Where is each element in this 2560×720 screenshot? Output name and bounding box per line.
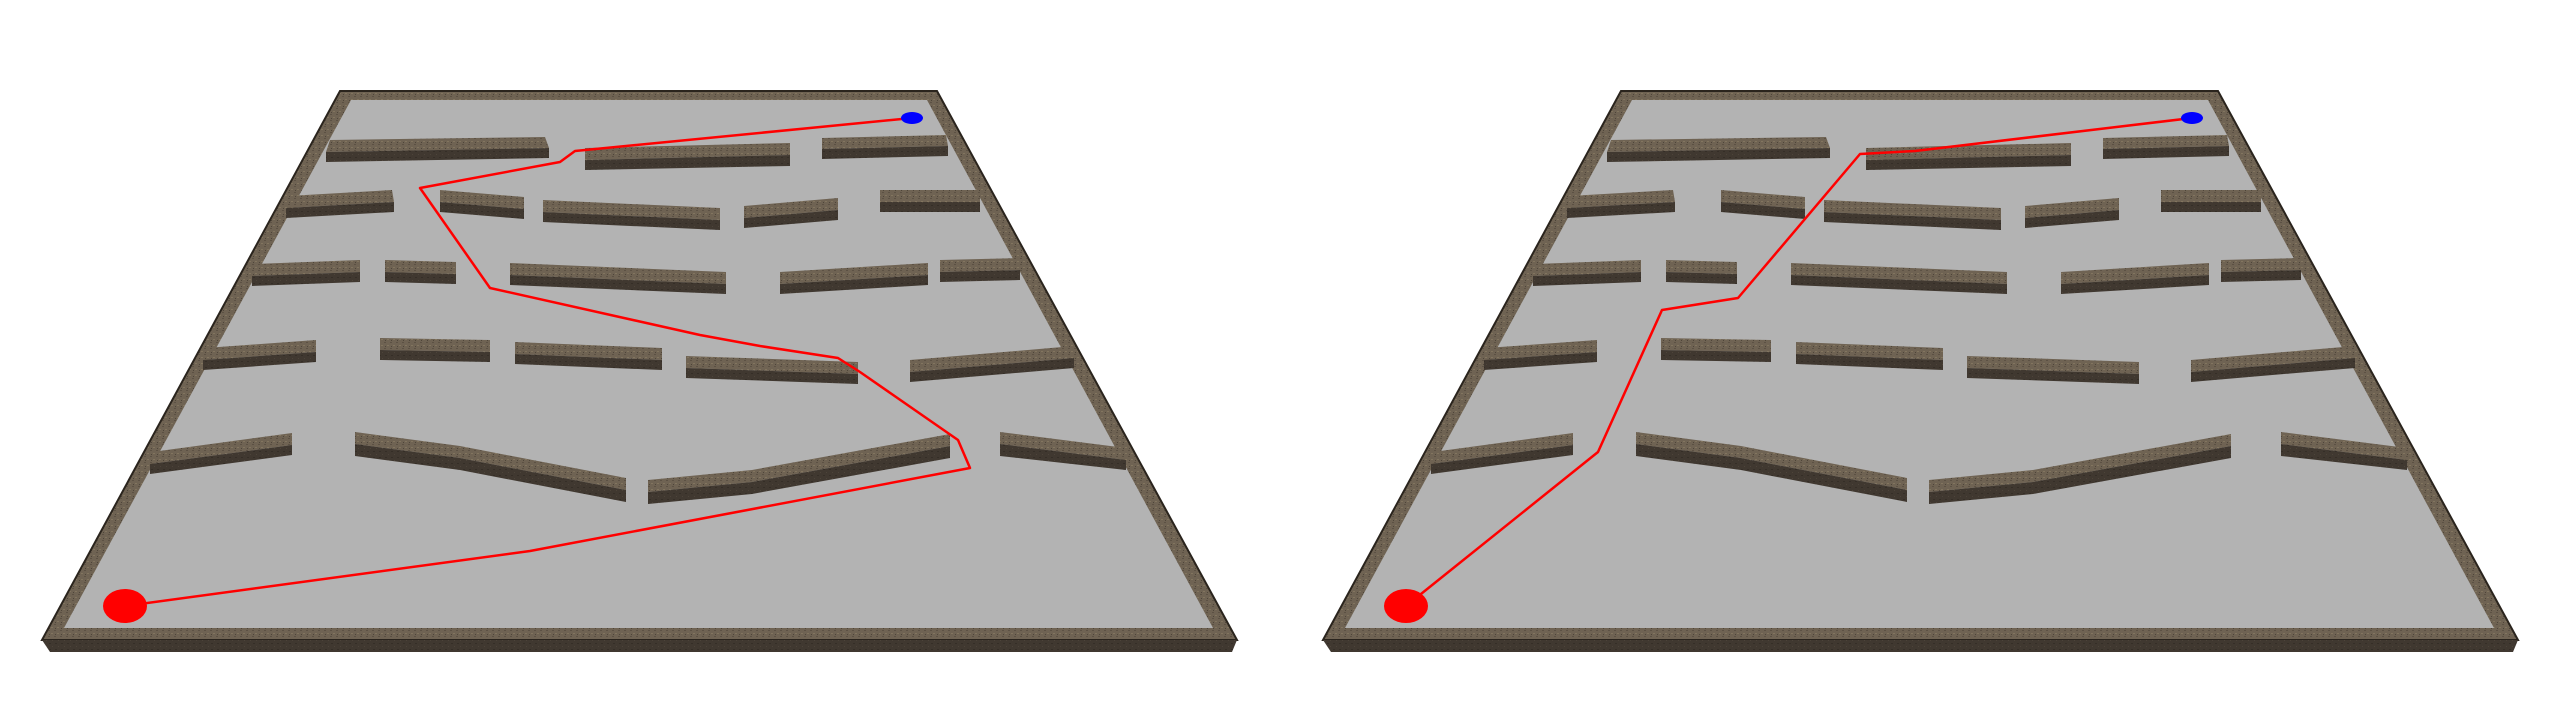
- wall-segment: [1791, 263, 2007, 284]
- wall-segment: [585, 143, 790, 160]
- wall-segment: [1484, 352, 1597, 370]
- wall-segment: [252, 260, 360, 276]
- wall-segment: [648, 446, 950, 504]
- wall-segment: [440, 202, 524, 219]
- wall-segment: [780, 263, 928, 284]
- wall-segment: [1636, 432, 1907, 490]
- wall-segment: [510, 263, 726, 284]
- goal-marker: [2181, 112, 2203, 124]
- wall-segment: [355, 432, 626, 490]
- maze-walls: [1431, 135, 2407, 504]
- wall-segment: [1824, 200, 2001, 220]
- wall-segment: [1533, 272, 1641, 286]
- maze-panel-left: [40, 90, 1239, 652]
- wall-segment: [326, 148, 549, 162]
- wall-segment: [1533, 260, 1641, 276]
- start-marker: [1384, 589, 1428, 623]
- wall-segment: [880, 190, 980, 202]
- maze-walls: [150, 135, 1126, 504]
- wall-segment: [2061, 275, 2209, 294]
- wall-segment: [203, 340, 316, 360]
- wall-segment: [385, 260, 456, 274]
- wall-segment: [1431, 445, 1573, 474]
- wall-segment: [515, 354, 662, 370]
- wall-segment: [1000, 432, 1126, 460]
- solution-path-winding: [124, 116, 972, 608]
- wall-segment: [150, 433, 292, 464]
- wall-segment: [1929, 434, 2231, 492]
- wall-segment: [2191, 346, 2355, 372]
- wall-segment: [585, 155, 790, 170]
- wall-segment: [1666, 272, 1737, 284]
- wall-segment: [2161, 202, 2261, 212]
- wall-segment: [880, 202, 980, 212]
- wall-segment: [1607, 137, 1830, 152]
- wall-segment: [543, 200, 720, 220]
- wall-segment: [1000, 444, 1126, 470]
- solution-path-direct: [1405, 116, 2193, 607]
- wall-segment: [380, 338, 490, 352]
- wall-segment: [1791, 275, 2007, 294]
- wall-segment: [910, 346, 1074, 372]
- wall-segment: [355, 444, 626, 502]
- wall-segment: [2061, 263, 2209, 284]
- wall-segment: [252, 272, 360, 286]
- wall-segment: [822, 146, 948, 159]
- wall-segment: [286, 202, 394, 218]
- wall-segment: [2025, 210, 2119, 228]
- wall-segment: [1431, 433, 1573, 464]
- wall-segment: [1661, 350, 1771, 362]
- wall-segment: [150, 445, 292, 474]
- maze-frame-edge: [1323, 640, 2518, 652]
- wall-segment: [1929, 446, 2231, 504]
- wall-segment: [2221, 270, 2301, 282]
- wall-segment: [1721, 202, 1805, 219]
- wall-segment: [744, 198, 838, 218]
- wall-segment: [203, 352, 316, 370]
- wall-segment: [780, 275, 928, 294]
- wall-segment: [1824, 212, 2001, 230]
- wall-segment: [910, 358, 1074, 382]
- wall-segment: [822, 135, 948, 149]
- wall-segment: [744, 210, 838, 228]
- wall-segment: [440, 190, 524, 209]
- wall-segment: [1607, 148, 1830, 162]
- wall-segment: [543, 212, 720, 230]
- wall-segment: [1967, 368, 2139, 384]
- wall-segment: [2025, 198, 2119, 218]
- wall-segment: [1866, 143, 2071, 160]
- wall-segment: [940, 270, 1020, 282]
- goal-marker: [901, 112, 923, 124]
- wall-segment: [1721, 190, 1805, 209]
- wall-segment: [1484, 340, 1597, 360]
- wall-segment: [2281, 444, 2407, 470]
- wall-segment: [385, 272, 456, 284]
- wall-segment: [1796, 354, 1943, 370]
- wall-segment: [686, 368, 858, 384]
- wall-segment: [326, 137, 549, 152]
- wall-segment: [2281, 432, 2407, 460]
- wall-segment: [1866, 155, 2071, 170]
- maze-panel-right: [1321, 90, 2520, 652]
- maze-frame-edge: [42, 640, 1237, 652]
- wall-segment: [648, 434, 950, 492]
- start-marker: [103, 589, 147, 623]
- wall-segment: [2161, 190, 2261, 202]
- wall-segment: [1666, 260, 1737, 274]
- wall-segment: [1636, 444, 1907, 502]
- wall-segment: [2191, 358, 2355, 382]
- wall-segment: [380, 350, 490, 362]
- wall-segment: [2103, 135, 2229, 149]
- wall-segment: [2221, 258, 2301, 272]
- wall-segment: [940, 258, 1020, 272]
- wall-segment: [1567, 202, 1675, 218]
- wall-segment: [2103, 146, 2229, 159]
- wall-segment: [510, 275, 726, 294]
- wall-segment: [1661, 338, 1771, 352]
